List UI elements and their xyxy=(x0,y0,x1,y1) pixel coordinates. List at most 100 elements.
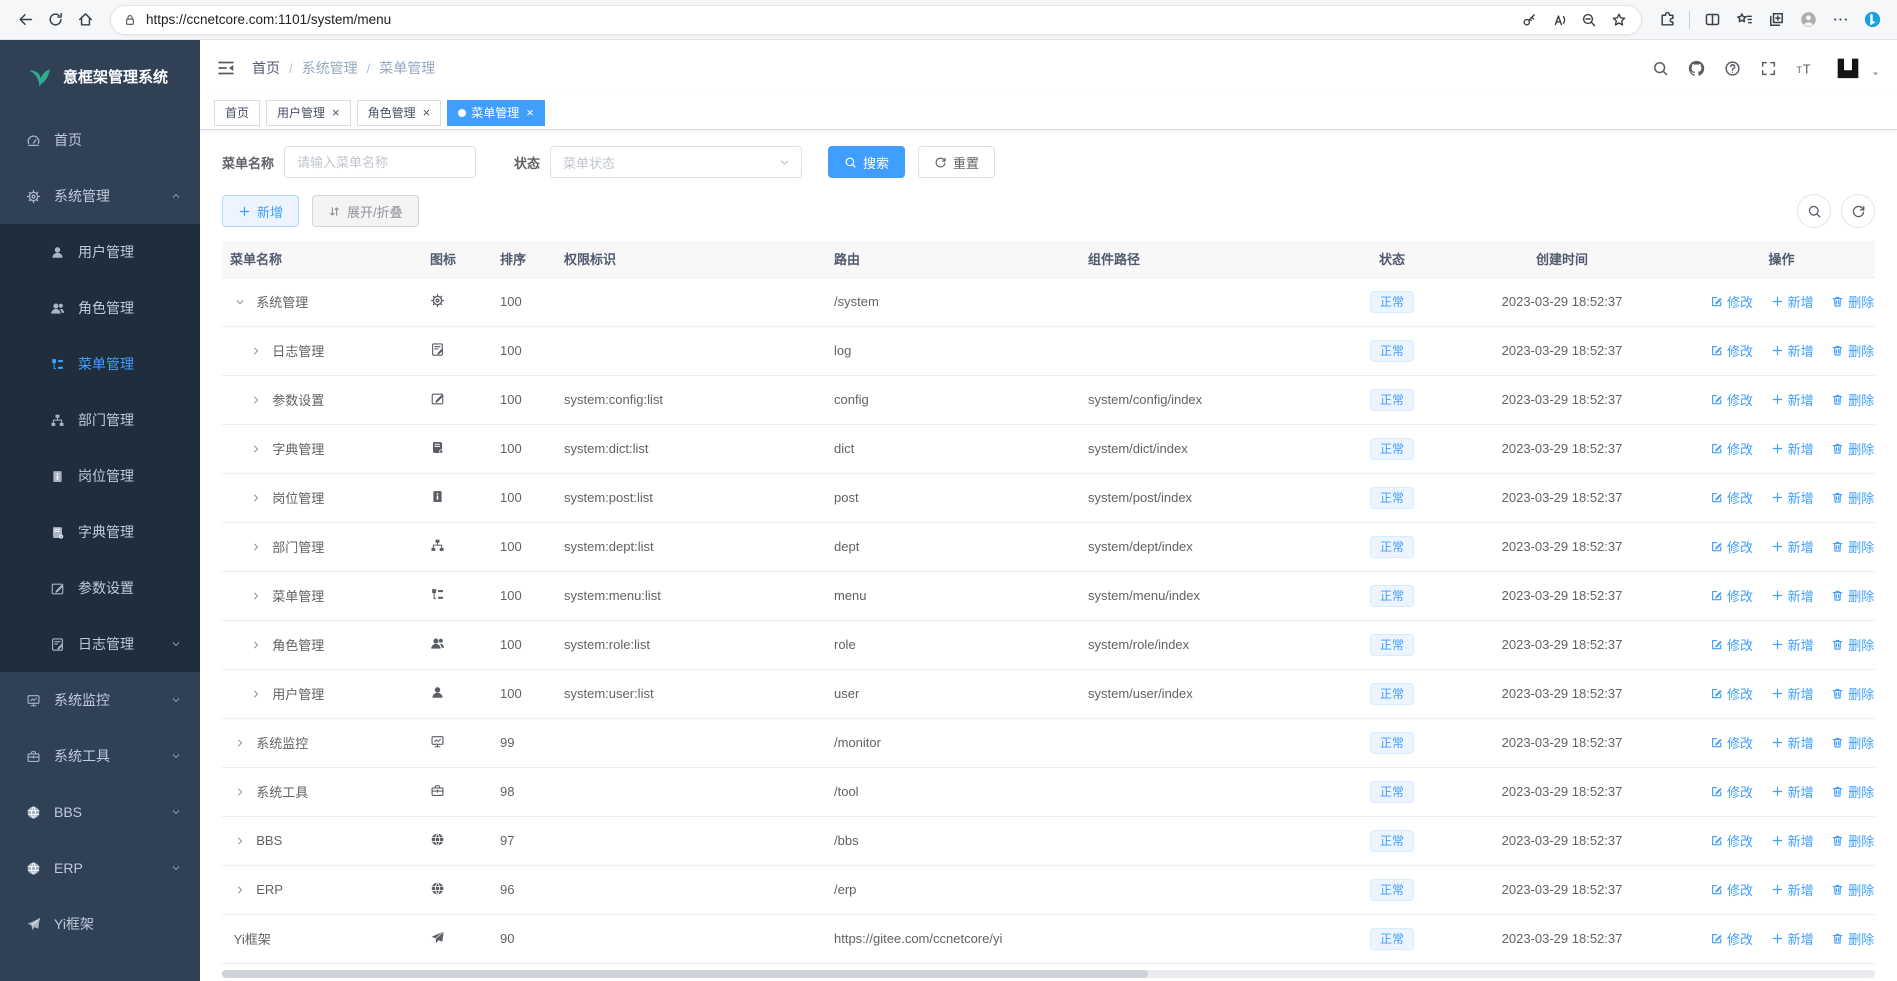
sidebar-item[interactable]: 系统工具 xyxy=(0,728,200,784)
zoom-out-icon[interactable] xyxy=(1575,6,1603,34)
add-action[interactable]: 新增 xyxy=(1771,586,1814,605)
delete-action[interactable]: 删除 xyxy=(1831,390,1874,409)
user-avatar[interactable] xyxy=(1833,53,1881,83)
github-icon[interactable] xyxy=(1679,51,1713,85)
table-row[interactable]: 日志管理 100 log 正常 2023-03-29 18:52:37 修改 新… xyxy=(222,326,1875,376)
edit-action[interactable]: 修改 xyxy=(1710,439,1753,458)
sidebar-item[interactable]: 日志管理 xyxy=(0,616,200,672)
delete-action[interactable]: 删除 xyxy=(1831,831,1874,850)
breadcrumb-item[interactable]: 首页 xyxy=(252,60,280,76)
expand-collapse-button[interactable]: 展开/折叠 xyxy=(312,195,419,227)
delete-action[interactable]: 删除 xyxy=(1831,684,1874,703)
edit-action[interactable]: 修改 xyxy=(1710,831,1753,850)
row-expand-icon[interactable] xyxy=(250,394,262,406)
breadcrumb-item[interactable]: 菜单管理 xyxy=(379,60,436,76)
sidebar-item[interactable]: 部门管理 xyxy=(0,392,200,448)
fullscreen-icon[interactable] xyxy=(1751,51,1785,85)
add-action[interactable]: 新增 xyxy=(1771,880,1814,899)
refresh-table-button[interactable] xyxy=(1841,194,1875,228)
edit-action[interactable]: 修改 xyxy=(1710,684,1753,703)
row-expand-icon[interactable] xyxy=(250,639,262,651)
reset-button[interactable]: 重置 xyxy=(918,146,996,178)
tab-close-icon[interactable]: × xyxy=(526,105,534,120)
bing-icon[interactable] xyxy=(1857,5,1887,35)
delete-action[interactable]: 删除 xyxy=(1831,929,1874,948)
edit-action[interactable]: 修改 xyxy=(1710,341,1753,360)
add-action[interactable]: 新增 xyxy=(1771,439,1814,458)
edit-action[interactable]: 修改 xyxy=(1710,880,1753,899)
row-expand-icon[interactable] xyxy=(250,345,262,357)
url-text[interactable]: https://ccnetcore.com:1101/system/menu xyxy=(146,12,392,27)
sidebar-item[interactable]: 菜单管理 xyxy=(0,336,200,392)
delete-action[interactable]: 删除 xyxy=(1831,537,1874,556)
sidebar-item[interactable]: 参数设置 xyxy=(0,560,200,616)
key-icon[interactable] xyxy=(1515,6,1543,34)
extensions-icon[interactable] xyxy=(1652,5,1682,35)
row-expand-icon[interactable] xyxy=(234,786,246,798)
edit-action[interactable]: 修改 xyxy=(1710,292,1753,311)
home-icon[interactable] xyxy=(70,5,100,35)
toggle-search-button[interactable] xyxy=(1797,194,1831,228)
app-logo[interactable]: 意框架管理系统 xyxy=(0,40,200,112)
tab[interactable]: 角色管理 × xyxy=(356,99,442,126)
edit-action[interactable]: 修改 xyxy=(1710,929,1753,948)
table-row[interactable]: 岗位管理 100 system:post:list post system/po… xyxy=(222,473,1875,523)
table-row[interactable]: 参数设置 100 system:config:list config syste… xyxy=(222,375,1875,425)
add-action[interactable]: 新增 xyxy=(1771,733,1814,752)
table-row[interactable]: 菜单管理 100 system:menu:list menu system/me… xyxy=(222,571,1875,621)
add-action[interactable]: 新增 xyxy=(1771,782,1814,801)
row-expand-icon[interactable] xyxy=(234,835,246,847)
favorites-icon[interactable] xyxy=(1729,5,1759,35)
tab[interactable]: 菜单管理 × xyxy=(447,99,545,126)
edit-action[interactable]: 修改 xyxy=(1710,488,1753,507)
table-row[interactable]: Yi框架 90 https://gitee.com/ccnetcore/yi 正… xyxy=(222,914,1875,964)
sidebar-item[interactable]: Yi框架 xyxy=(0,896,200,952)
edit-action[interactable]: 修改 xyxy=(1710,586,1753,605)
edit-action[interactable]: 修改 xyxy=(1710,733,1753,752)
table-row[interactable]: 字典管理 100 system:dict:list dict system/di… xyxy=(222,424,1875,474)
profile-icon[interactable] xyxy=(1793,5,1823,35)
delete-action[interactable]: 删除 xyxy=(1831,439,1874,458)
breadcrumb-item[interactable]: 系统管理 xyxy=(301,60,358,76)
edit-action[interactable]: 修改 xyxy=(1710,537,1753,556)
table-row[interactable]: 用户管理 100 system:user:list user system/us… xyxy=(222,669,1875,719)
delete-action[interactable]: 删除 xyxy=(1831,292,1874,311)
table-row[interactable]: 部门管理 100 system:dept:list dept system/de… xyxy=(222,522,1875,572)
delete-action[interactable]: 删除 xyxy=(1831,488,1874,507)
horizontal-scrollbar[interactable] xyxy=(222,970,1875,978)
address-bar[interactable]: https://ccnetcore.com:1101/system/menu xyxy=(110,4,1642,35)
add-action[interactable]: 新增 xyxy=(1771,635,1814,654)
table-row[interactable]: 系统管理 100 /system 正常 2023-03-29 18:52:37 … xyxy=(222,277,1875,327)
sidebar-item[interactable]: BBS xyxy=(0,784,200,840)
sidebar-item[interactable]: 岗位管理 xyxy=(0,448,200,504)
search-button[interactable]: 搜索 xyxy=(828,146,906,178)
favorite-add-icon[interactable] xyxy=(1605,6,1633,34)
sidebar-item[interactable]: 角色管理 xyxy=(0,280,200,336)
row-expand-icon[interactable] xyxy=(250,541,262,553)
search-icon[interactable] xyxy=(1643,51,1677,85)
delete-action[interactable]: 删除 xyxy=(1831,782,1874,801)
table-row[interactable]: BBS 97 /bbs 正常 2023-03-29 18:52:37 修改 新增… xyxy=(222,816,1875,866)
question-icon[interactable] xyxy=(1715,51,1749,85)
delete-action[interactable]: 删除 xyxy=(1831,733,1874,752)
reload-icon[interactable] xyxy=(40,5,70,35)
add-action[interactable]: 新增 xyxy=(1771,341,1814,360)
table-row[interactable]: 角色管理 100 system:role:list role system/ro… xyxy=(222,620,1875,670)
table-row[interactable]: 系统工具 98 /tool 正常 2023-03-29 18:52:37 修改 … xyxy=(222,767,1875,817)
status-select[interactable]: 菜单状态 xyxy=(550,146,803,178)
edit-action[interactable]: 修改 xyxy=(1710,782,1753,801)
row-expand-icon[interactable] xyxy=(234,737,246,749)
more-icon[interactable] xyxy=(1825,5,1855,35)
tab[interactable]: 首页 xyxy=(214,99,261,126)
tab-close-icon[interactable]: × xyxy=(422,105,431,120)
add-action[interactable]: 新增 xyxy=(1771,684,1814,703)
table-row[interactable]: 系统监控 99 /monitor 正常 2023-03-29 18:52:37 … xyxy=(222,718,1875,768)
tab[interactable]: 用户管理 × xyxy=(266,99,351,126)
add-action[interactable]: 新增 xyxy=(1771,831,1814,850)
back-icon[interactable] xyxy=(10,5,40,35)
row-expand-icon[interactable] xyxy=(250,492,262,504)
row-expand-icon[interactable] xyxy=(234,296,246,308)
sidebar-item[interactable]: 系统监控 xyxy=(0,672,200,728)
fold-sidebar-icon[interactable] xyxy=(216,58,236,78)
sidebar-item[interactable]: 首页 xyxy=(0,112,200,168)
